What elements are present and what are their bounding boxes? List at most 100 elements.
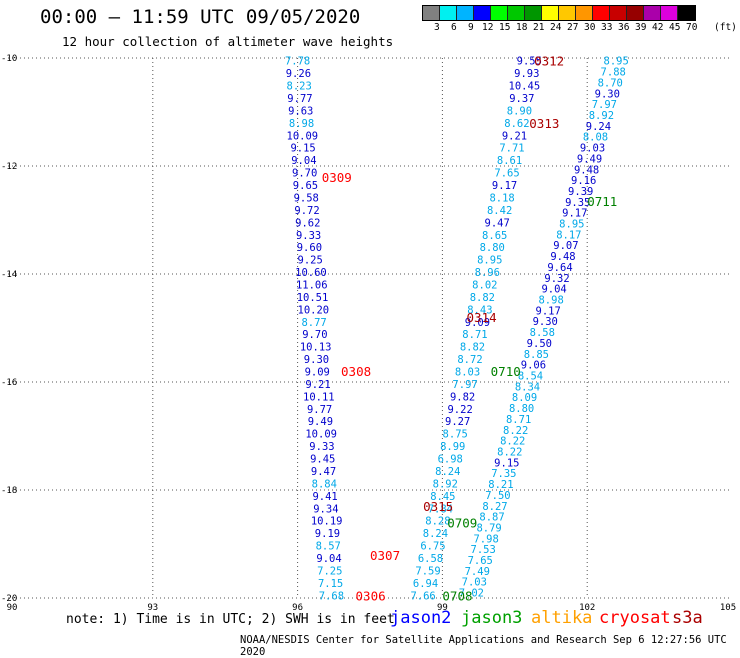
pass-time-label: 0314 xyxy=(467,310,497,325)
wave-height-label: 8.57 xyxy=(316,541,341,553)
wave-height-label: 7.15 xyxy=(318,578,343,590)
color-scale-level: 6 xyxy=(451,22,457,33)
wave-height-label: 9.70 xyxy=(302,329,327,341)
wave-height-label: 7.71 xyxy=(499,143,524,155)
wave-height-label: 8.77 xyxy=(301,317,326,329)
color-scale-unit: (ft) xyxy=(714,22,737,33)
pass-time-label: 0309 xyxy=(322,170,352,185)
y-tick-label: -16 xyxy=(1,378,17,388)
wave-height-label: 8.18 xyxy=(489,192,514,204)
color-scale-level: 9 xyxy=(468,22,474,33)
color-scale-level: 24 xyxy=(550,22,562,33)
wave-height-label: 7.66 xyxy=(410,590,435,602)
wave-height-label: 9.17 xyxy=(536,305,561,317)
wave-height-label: 8.27 xyxy=(482,501,507,513)
wave-height-label: 6.58 xyxy=(418,553,443,565)
wave-height-label: 8.42 xyxy=(487,205,512,217)
wave-height-label: 9.37 xyxy=(509,93,534,105)
wave-height-label: 9.07 xyxy=(553,240,578,252)
color-swatch xyxy=(661,6,678,20)
wave-height-label: 8.22 xyxy=(500,436,525,448)
wave-height-label: 8.17 xyxy=(556,229,581,241)
wave-height-label: 9.45 xyxy=(310,454,335,466)
wave-height-label: 7.84 xyxy=(428,503,453,515)
pass-time-label: 0307 xyxy=(370,548,400,563)
wave-height-label: 9.34 xyxy=(313,503,338,515)
wave-height-label: 10.19 xyxy=(311,516,343,528)
wave-height-label: 9.48 xyxy=(574,164,599,176)
wave-height-label: 9.04 xyxy=(541,284,566,296)
wave-height-label: 10.45 xyxy=(509,81,541,93)
color-swatch xyxy=(644,6,661,20)
wave-height-label: 8.45 xyxy=(430,491,455,503)
wave-height-label: 8.03 xyxy=(455,367,480,379)
wave-height-label: 8.98 xyxy=(538,295,563,307)
wave-height-label: 9.41 xyxy=(312,491,337,503)
color-scale-level: 12 xyxy=(482,22,494,33)
wave-height-label: 8.92 xyxy=(589,110,614,122)
wave-height-label: 9.47 xyxy=(485,217,510,229)
wave-height-label: 8.75 xyxy=(443,429,468,441)
note-text: note: 1) Time is in UTC; 2) SWH is in fe… xyxy=(66,612,395,627)
pass-time-label: 0709 xyxy=(447,515,477,530)
wave-height-label: 9.03 xyxy=(580,143,605,155)
color-swatch xyxy=(491,6,508,20)
x-tick-label: 99 xyxy=(437,603,448,613)
wave-height-label: 9.63 xyxy=(288,105,313,117)
wave-height-label: 8.84 xyxy=(312,478,337,490)
wave-height-label: 8.92 xyxy=(433,478,458,490)
wave-height-label: 8.65 xyxy=(482,230,507,242)
color-swatch xyxy=(593,6,610,20)
x-tick-label: 96 xyxy=(292,603,303,613)
wave-height-label: 10.11 xyxy=(303,391,335,403)
wave-height-label: 8.08 xyxy=(583,132,608,144)
wave-height-label: 9.27 xyxy=(445,416,470,428)
wave-height-label: 9.64 xyxy=(547,262,572,274)
color-swatch xyxy=(508,6,525,20)
wave-height-label: 8.61 xyxy=(497,155,522,167)
wave-height-label: 8.95 xyxy=(477,255,502,267)
color-scale-level: 30 xyxy=(584,22,596,33)
wave-height-label: 8.28 xyxy=(425,516,450,528)
wave-height-label: 7.35 xyxy=(491,468,516,480)
wave-height-label: 8.02 xyxy=(472,279,497,291)
color-swatch xyxy=(440,6,457,20)
color-scale-level: 18 xyxy=(516,22,528,33)
wave-height-label: 9.77 xyxy=(307,404,332,416)
wave-height-label: 6.94 xyxy=(413,578,438,590)
wave-height-label: 7.98 xyxy=(473,533,498,545)
color-scale-level: 15 xyxy=(499,22,511,33)
wave-height-label: 10.20 xyxy=(298,304,330,316)
wave-height-label: 9.16 xyxy=(571,175,596,187)
pass-time-label: 0710 xyxy=(491,364,521,379)
wave-height-label: 9.35 xyxy=(565,197,590,209)
wave-height-label: 8.58 xyxy=(530,327,555,339)
wave-height-label: 9.62 xyxy=(295,217,320,229)
wave-height-label: 9.60 xyxy=(297,242,322,254)
wave-height-label: 9.09 xyxy=(465,317,490,329)
wave-height-label: 7.78 xyxy=(285,56,310,68)
wave-height-label: 9.72 xyxy=(294,205,319,217)
wave-height-label: 8.85 xyxy=(524,349,549,361)
wave-height-label: 9.33 xyxy=(309,441,334,453)
wave-height-label: 7.59 xyxy=(415,565,440,577)
wave-height-label: 8.80 xyxy=(509,403,534,415)
wave-height-label: 7.25 xyxy=(317,565,342,577)
wave-height-label: 8.95 xyxy=(559,219,584,231)
x-tick-label: 93 xyxy=(147,603,158,613)
wave-height-label: 8.62 xyxy=(504,118,529,130)
wave-height-label: 9.17 xyxy=(562,208,587,220)
pass-time-label: 0308 xyxy=(341,364,371,379)
color-swatch xyxy=(474,6,491,20)
wave-height-label: 9.77 xyxy=(287,93,312,105)
chart-title: 00:00 – 11:59 UTC 09/05/2020 xyxy=(40,6,361,28)
wave-height-label: 7.03 xyxy=(462,577,487,589)
wave-height-label: 8.90 xyxy=(507,105,532,117)
color-swatch xyxy=(559,6,576,20)
color-scale-level: 27 xyxy=(567,22,579,33)
color-scale-level: 45 xyxy=(669,22,681,33)
pass-time-label: 0306 xyxy=(356,588,386,603)
wave-height-label: 8.54 xyxy=(518,370,543,382)
wave-height-label: 9.15 xyxy=(494,457,519,469)
wave-height-label: 10.51 xyxy=(297,292,329,304)
